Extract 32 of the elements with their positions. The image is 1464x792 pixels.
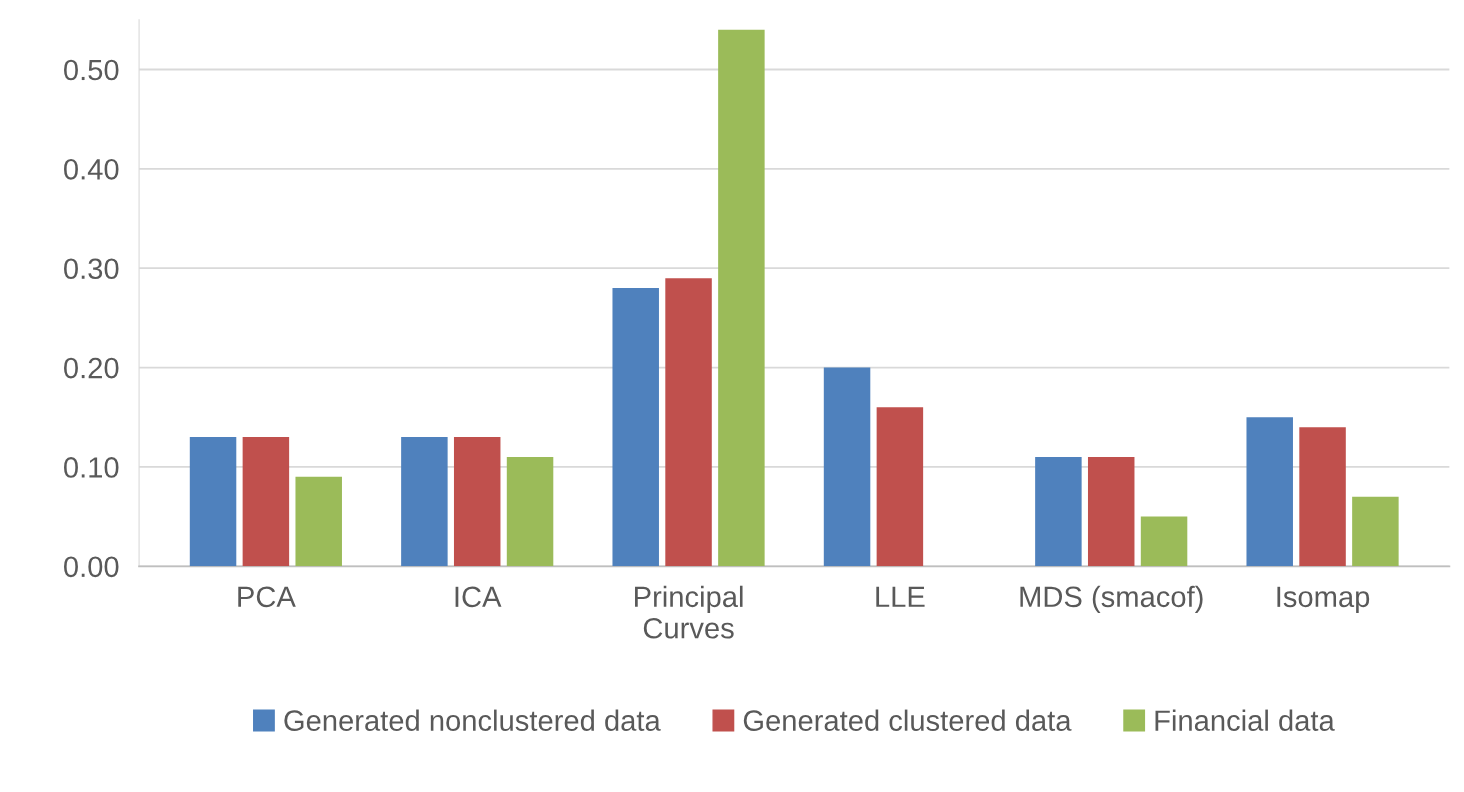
x-tick-label: LLE	[876, 586, 925, 607]
bar	[718, 29, 765, 567]
bar	[665, 278, 712, 567]
bar	[612, 288, 659, 567]
y-tick-label: 0.50	[64, 59, 119, 81]
legend-label: Financial data	[1155, 709, 1335, 731]
y-tick-label: 0.30	[64, 258, 119, 280]
bar	[453, 437, 501, 567]
bar	[1035, 456, 1082, 567]
bar	[1087, 456, 1135, 567]
legend-label: Generated clustered data	[743, 709, 1072, 731]
bar	[295, 476, 342, 567]
bar	[1352, 496, 1399, 567]
x-tick-label: ICA	[455, 586, 502, 608]
x-tick-label: Principal Curves	[635, 585, 743, 639]
x-tick-label: PCA	[238, 586, 296, 608]
bar	[189, 437, 237, 567]
bar	[823, 367, 871, 567]
bar	[1299, 427, 1346, 567]
y-tick-label: 0.20	[64, 357, 119, 379]
y-tick-label: 0.40	[64, 159, 119, 180]
bar	[401, 437, 448, 567]
x-tick-label: MDS (smacof)	[1020, 585, 1203, 613]
y-tick-label: 0.00	[64, 556, 119, 578]
bar	[876, 407, 924, 567]
bar	[1246, 417, 1293, 567]
bar	[1140, 516, 1188, 567]
bar	[506, 456, 554, 567]
x-tick-label: Isomap	[1277, 586, 1370, 613]
legend-label: Generated nonclustered data	[284, 709, 661, 731]
bar	[242, 437, 290, 567]
y-tick-label: 0.10	[64, 457, 119, 478]
